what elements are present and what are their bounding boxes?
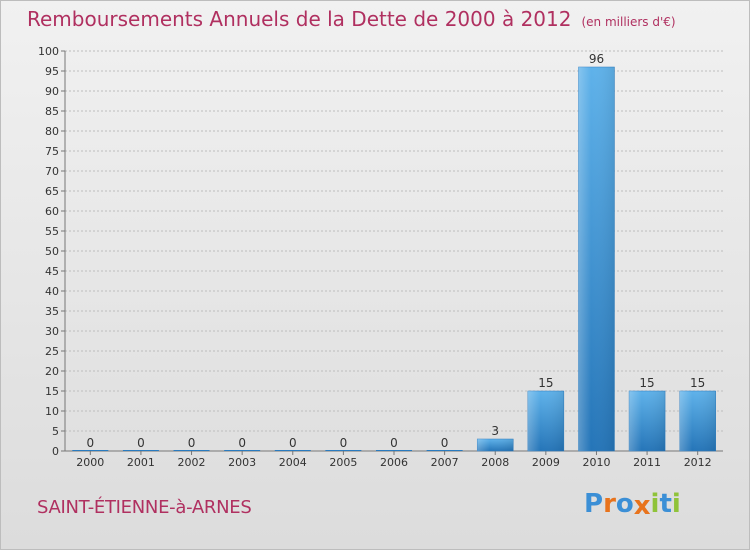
data-label: 15 (639, 376, 654, 390)
y-tick-label: 30 (45, 325, 59, 338)
grid-layer (65, 50, 723, 432)
x-tick-label: 2011 (633, 456, 661, 469)
data-label: 0 (86, 436, 94, 450)
x-tick-label: 2005 (329, 456, 357, 469)
x-tick-label: 2002 (178, 456, 206, 469)
y-tick-label: 70 (45, 165, 59, 178)
y-tick-label: 80 (45, 125, 59, 138)
brand-letter: r (603, 489, 616, 519)
data-label: 15 (690, 376, 705, 390)
y-tick-label: 45 (45, 265, 59, 278)
x-tick-label: 2004 (279, 456, 307, 469)
bar-shade-2012 (679, 391, 716, 451)
data-label: 0 (441, 436, 449, 450)
y-tick-label: 35 (45, 305, 59, 318)
y-tick-label: 90 (45, 85, 59, 98)
x-tick-label: 2007 (431, 456, 459, 469)
y-tick-label: 40 (45, 285, 59, 298)
y-tick-label: 0 (52, 445, 59, 458)
bar-layer (72, 66, 716, 452)
y-tick-label: 100 (38, 45, 59, 58)
bar-2003 (224, 450, 261, 451)
title-unit: (en milliers d'€) (581, 15, 676, 29)
x-tick-label: 2010 (582, 456, 610, 469)
y-tick-label: 50 (45, 245, 59, 258)
label-layer: 0 0 0 0 0 0 0 0 3 15 96 15 15 (86, 52, 705, 450)
x-tick-label: 2008 (481, 456, 509, 469)
data-label: 0 (188, 436, 196, 450)
brand-letter: x (633, 491, 651, 521)
x-tick-label: 2009 (532, 456, 560, 469)
location-name: SAINT-ÉTIENNE-à-ARNES (37, 497, 252, 518)
brand-letter: t (659, 489, 672, 519)
x-tick-label: 2003 (228, 456, 256, 469)
y-tick-label: 15 (45, 385, 59, 398)
brand-letter: i (671, 489, 681, 519)
data-label: 15 (538, 376, 553, 390)
brand-logo: Proxiti (584, 489, 681, 521)
bar-2001 (122, 450, 159, 451)
data-label: 96 (589, 52, 604, 66)
bar-shade-2008 (477, 439, 514, 451)
bar-2005 (325, 450, 362, 451)
data-label: 0 (340, 436, 348, 450)
y-tick-label: 65 (45, 185, 59, 198)
y-tick-label: 95 (45, 65, 59, 78)
bar-shade-2009 (527, 391, 564, 451)
brand-letter: P (584, 489, 604, 519)
y-tick-label: 25 (45, 345, 59, 358)
bar-2002 (173, 450, 210, 451)
x-tick-label: 2006 (380, 456, 408, 469)
data-label: 0 (289, 436, 297, 450)
title-text: Remboursements Annuels de la Dette de 20… (27, 7, 572, 31)
data-label: 3 (491, 424, 499, 438)
data-label: 0 (238, 436, 246, 450)
y-tick-label: 55 (45, 225, 59, 238)
bar-2004 (274, 450, 311, 451)
y-tick-label: 10 (45, 405, 59, 418)
bar-2007 (426, 450, 463, 451)
y-tick-label: 5 (52, 425, 59, 438)
y-tick-label: 20 (45, 365, 59, 378)
data-label: 0 (137, 436, 145, 450)
brand-letter: o (615, 489, 634, 519)
bar-2006 (376, 450, 412, 451)
x-tick-label: 2000 (76, 456, 104, 469)
y-tick-label: 60 (45, 205, 59, 218)
data-label: 0 (390, 436, 398, 450)
bar-shade-2010 (578, 67, 615, 451)
y-tick-label: 75 (45, 145, 59, 158)
bar-2000 (72, 450, 109, 451)
x-tick-label: 2012 (684, 456, 712, 469)
brand-letter: i (650, 489, 660, 519)
x-tick-label: 2001 (127, 456, 155, 469)
bar-shade-2011 (629, 391, 666, 451)
y-tick-label: 85 (45, 105, 59, 118)
chart-title: Remboursements Annuels de la Dette de 20… (27, 7, 676, 31)
axis-layer: 0510152025303540455055606570758085909510… (38, 45, 723, 469)
